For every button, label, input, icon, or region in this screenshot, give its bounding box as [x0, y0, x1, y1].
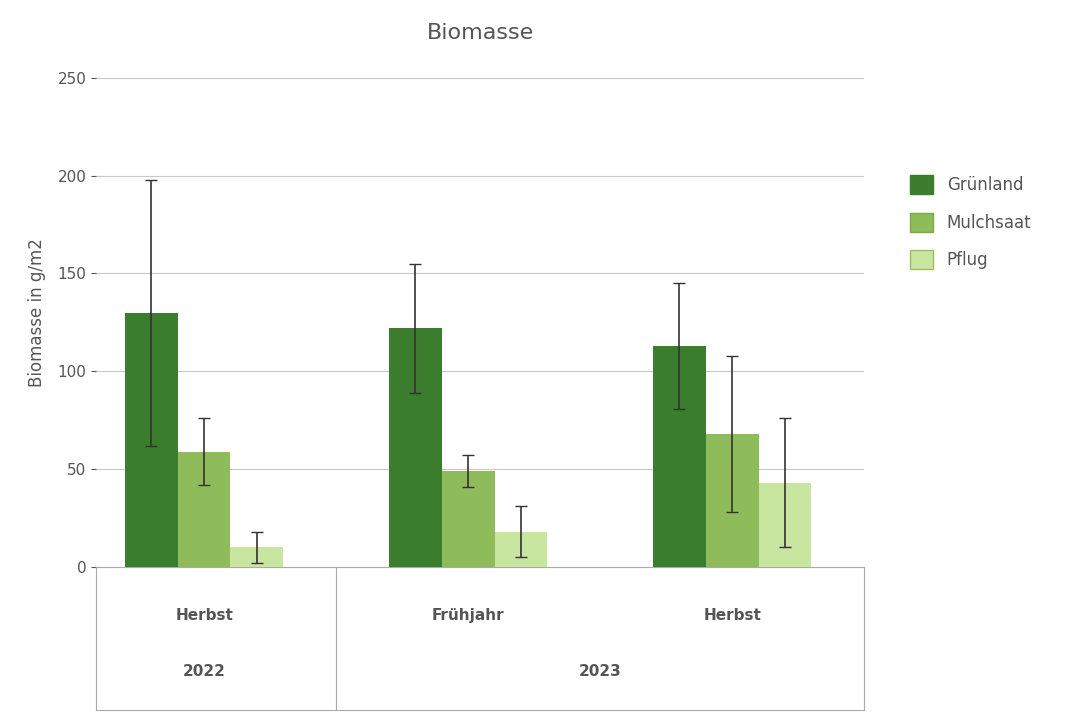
Bar — [230, 547, 284, 567]
Bar — [177, 451, 230, 567]
Bar — [389, 329, 442, 567]
Text: Herbst: Herbst — [703, 608, 761, 623]
Bar — [125, 313, 177, 567]
Text: 2022: 2022 — [182, 664, 225, 679]
Bar — [653, 346, 706, 567]
Title: Biomasse: Biomasse — [427, 23, 534, 43]
Legend: Grünland, Mulchsaat, Pflug: Grünland, Mulchsaat, Pflug — [904, 168, 1038, 276]
Bar — [442, 471, 495, 567]
Bar — [759, 483, 812, 567]
Bar — [494, 532, 547, 567]
Text: Herbst: Herbst — [175, 608, 233, 623]
Text: 2023: 2023 — [578, 664, 622, 679]
Bar — [706, 434, 759, 567]
Y-axis label: Biomasse in g/m2: Biomasse in g/m2 — [29, 238, 46, 387]
Text: Frühjahr: Frühjahr — [432, 608, 505, 623]
